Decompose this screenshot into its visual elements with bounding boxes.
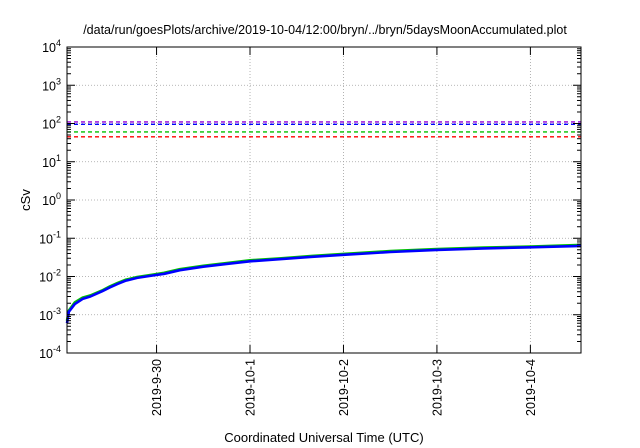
chart-title: /data/run/goesPlots/archive/2019-10-04/1… — [83, 23, 567, 37]
y-tick-label: 10-4 — [39, 344, 61, 361]
y-tick-label: 103 — [42, 76, 61, 93]
y-tick-label: 10-3 — [39, 306, 61, 323]
x-tick-label: 2019-10-3 — [430, 359, 444, 416]
x-axis-label: Coordinated Universal Time (UTC) — [224, 430, 423, 445]
y-tick-label: 102 — [42, 115, 61, 132]
axis-ticks — [67, 46, 581, 354]
y-tick-label: 104 — [42, 38, 61, 55]
series-line — [65, 244, 582, 324]
y-tick-label: 10-2 — [39, 268, 61, 285]
grid — [67, 47, 581, 353]
x-tick-label: 2019-10-2 — [337, 359, 351, 416]
plot-area — [65, 46, 582, 354]
series-lines — [65, 243, 582, 324]
x-tick-label: 2019-10-1 — [244, 359, 258, 416]
x-tick-label: 2019-10-4 — [524, 359, 538, 416]
y-axis-label: cSv — [18, 189, 33, 211]
y-tick-label: 100 — [42, 191, 61, 208]
plot-frame — [66, 46, 582, 354]
x-tick-label: 2019-9-30 — [150, 359, 164, 416]
y-tick-labels: 10-4 10-3 10-2 10-1 100 101 102 103 104 — [39, 38, 61, 361]
y-tick-label: 101 — [42, 153, 61, 170]
y-tick-label: 10-1 — [39, 229, 61, 246]
x-tick-labels: 2019-9-30 2019-10-1 2019-10-2 2019-10-3 2019… — [150, 359, 538, 416]
threshold-lines — [67, 121, 581, 138]
